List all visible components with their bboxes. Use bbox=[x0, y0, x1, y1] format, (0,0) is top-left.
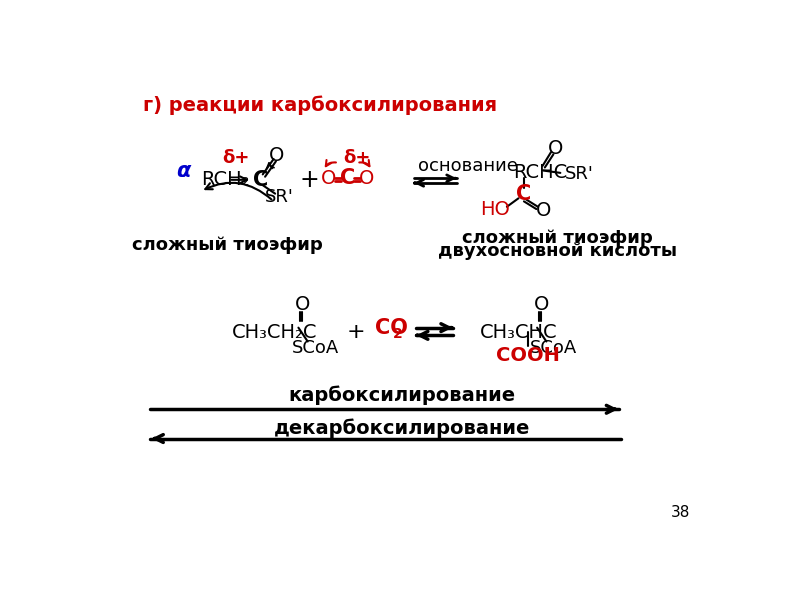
Text: 2: 2 bbox=[393, 327, 402, 341]
Text: сложный тиоэфир: сложный тиоэфир bbox=[133, 236, 323, 254]
Text: O: O bbox=[536, 201, 551, 220]
Text: O: O bbox=[548, 139, 563, 158]
Text: O: O bbox=[295, 295, 310, 314]
Text: декарбоксилирование: декарбоксилирование bbox=[274, 418, 530, 437]
Text: 38: 38 bbox=[671, 505, 690, 520]
Text: карбоксилирование: карбоксилирование bbox=[289, 386, 516, 405]
Text: CH₃CH₂C: CH₃CH₂C bbox=[232, 323, 318, 342]
Text: г) реакции карбоксилирования: г) реакции карбоксилирования bbox=[142, 95, 497, 115]
Text: O: O bbox=[269, 146, 284, 164]
Text: сложный тиоэфир: сложный тиоэфир bbox=[462, 229, 653, 247]
Text: O: O bbox=[321, 169, 336, 188]
Text: SCoA: SCoA bbox=[292, 338, 339, 356]
Text: SCoA: SCoA bbox=[530, 338, 577, 356]
Text: C: C bbox=[516, 184, 531, 203]
Text: SR': SR' bbox=[565, 166, 594, 184]
Text: RCH₂: RCH₂ bbox=[201, 170, 250, 190]
Text: RCHC: RCHC bbox=[513, 163, 567, 182]
Text: CH₃CHC: CH₃CHC bbox=[480, 323, 558, 342]
Text: +: + bbox=[299, 168, 319, 192]
Text: HO: HO bbox=[480, 200, 510, 218]
Text: CO: CO bbox=[375, 319, 408, 338]
Text: O: O bbox=[534, 295, 550, 314]
Text: δ+: δ+ bbox=[222, 149, 250, 167]
Text: O: O bbox=[359, 169, 374, 188]
Text: SR': SR' bbox=[266, 188, 294, 206]
Text: основание: основание bbox=[418, 157, 518, 175]
Text: C: C bbox=[340, 168, 356, 188]
Text: +: + bbox=[346, 322, 365, 342]
Text: двухосновной кислоты: двухосновной кислоты bbox=[438, 242, 677, 260]
Text: C: C bbox=[253, 170, 268, 190]
Text: COOH: COOH bbox=[496, 346, 560, 365]
Text: α: α bbox=[177, 161, 191, 181]
Text: δ+: δ+ bbox=[344, 149, 371, 167]
